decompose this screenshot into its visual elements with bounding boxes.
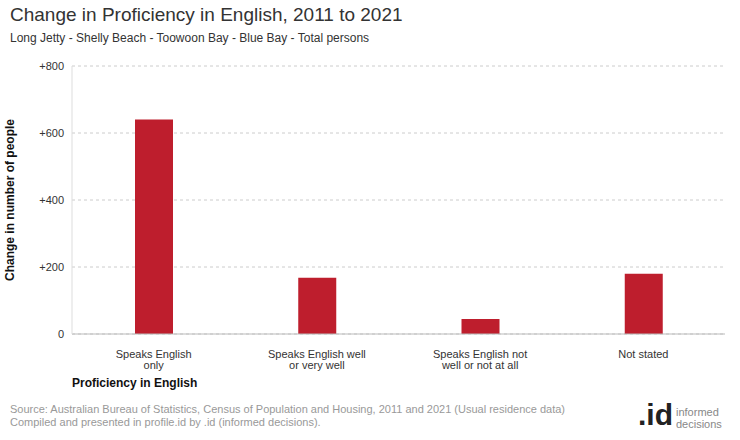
html-text:.id: .id: [638, 398, 673, 431]
svg-text:Speaks English notwell or not: Speaks English notwell or not at all: [433, 348, 527, 371]
html-text:Change in Proficiency in Engli: Change in Proficiency in English, 2011 t…: [10, 4, 403, 25]
svg-text:0: 0: [58, 328, 64, 340]
svg-text:+200: +200: [39, 261, 64, 273]
html-text:Proficiency in English: Proficiency in English: [72, 376, 198, 390]
html-text:Long Jetty - Shelly Beach - To: Long Jetty - Shelly Beach - Toowoon Bay …: [10, 31, 370, 45]
svg-text:Speaks English wellor very wel: Speaks English wellor very well: [268, 348, 366, 371]
svg-text:+400: +400: [39, 194, 64, 206]
html-text:informed decisions: informed decisions: [676, 406, 722, 430]
svg-text:+800: +800: [39, 60, 64, 72]
svg-text:+600: +600: [39, 127, 64, 139]
svg-text:Speaks Englishonly: Speaks Englishonly: [116, 348, 192, 371]
html-text:Compiled and presented in prof: Compiled and presented in profile.id by …: [10, 416, 321, 428]
html-text:Source: Australian Bureau of S: Source: Australian Bureau of Statistics,…: [10, 403, 565, 415]
svg-text:Not stated: Not stated: [618, 348, 668, 360]
svg-text:Change in number of people: Change in number of people: [8, 119, 17, 281]
